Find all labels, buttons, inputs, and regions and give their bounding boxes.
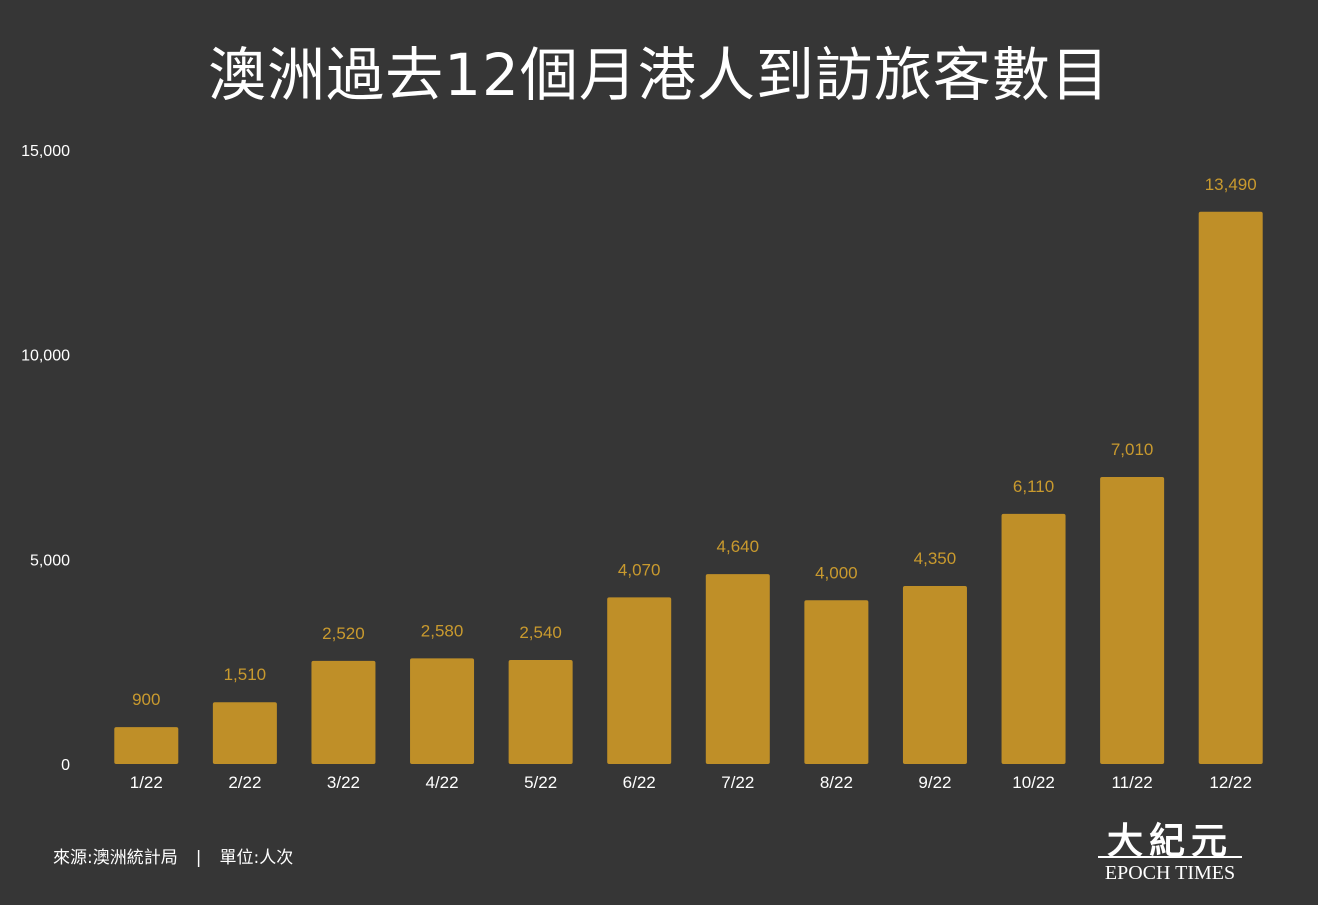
bar [902,585,967,764]
data-label: 6,110 [1013,477,1054,496]
y-tick-label: 10,000 [21,348,70,365]
bar [1198,211,1263,764]
bar [1001,513,1066,764]
epoch-times-logo: 大紀元 EPOCH TIMES [1096,812,1244,884]
bar [1100,477,1165,764]
bar [212,702,277,764]
data-label: 1,510 [224,665,267,684]
data-label: 7,010 [1111,440,1154,459]
data-label: 4,000 [815,563,858,582]
x-tick-label: 1/22 [130,773,163,792]
logo-english-text: EPOCH TIMES [1104,862,1236,884]
logo-chinese-text: 大紀元 [1106,820,1233,862]
x-tick-label: 2/22 [228,773,261,792]
x-tick-label: 5/22 [524,773,557,792]
chart-title: 澳洲過去12個月港人到訪旅客數目 [208,41,1110,109]
bar [410,658,475,764]
data-label: 900 [132,690,160,709]
x-tick-label: 10/22 [1012,773,1055,792]
data-label: 4,350 [914,549,957,568]
bar [114,727,179,764]
x-tick-label: 4/22 [425,773,458,792]
x-tick-label: 9/22 [918,773,951,792]
source-note: 來源:澳洲統計局 [53,848,178,868]
bar [508,660,573,764]
data-label: 4,640 [717,537,760,556]
x-tick-label: 7/22 [721,773,754,792]
x-tick-label: 8/22 [820,773,853,792]
y-tick-label: 0 [61,757,70,774]
data-label: 2,540 [519,623,562,642]
x-tick-label: 12/22 [1209,773,1252,792]
data-label: 4,070 [618,560,661,579]
x-tick-label: 6/22 [623,773,656,792]
bar [804,600,869,764]
bar [705,574,770,764]
y-tick-label: 5,000 [30,552,70,569]
data-label: 13,490 [1205,175,1257,194]
footer-separator: | [195,848,202,868]
data-label: 2,580 [421,621,464,640]
unit-note: 單位:人次 [219,848,294,868]
x-tick-label: 11/22 [1111,773,1152,792]
bar [311,660,376,764]
bar [607,597,672,764]
data-label: 2,520 [322,624,365,643]
chart-footer: 來源:澳洲統計局 | 單位:人次 [53,843,293,868]
x-tick-label: 3/22 [327,773,360,792]
logo-divider [1098,856,1242,858]
y-tick-label: 15,000 [21,143,70,160]
